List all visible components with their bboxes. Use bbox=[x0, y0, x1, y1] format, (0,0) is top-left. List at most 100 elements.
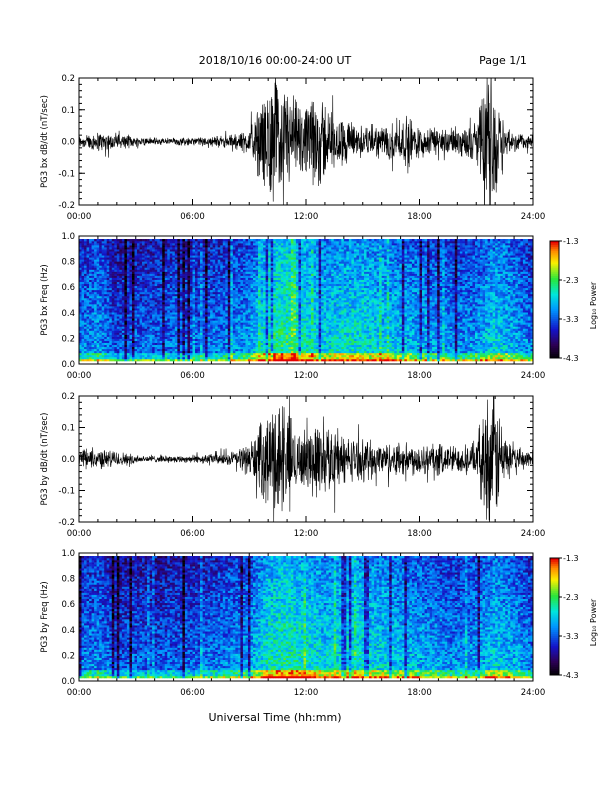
spectrogram-cell bbox=[142, 310, 145, 312]
spectrogram-cell bbox=[215, 245, 218, 247]
spectrogram-cell bbox=[137, 296, 140, 298]
spectrogram-cell bbox=[124, 333, 127, 335]
spectrogram-cell bbox=[203, 292, 206, 294]
spectrogram-cell bbox=[89, 296, 92, 298]
spectrogram-cell bbox=[180, 326, 183, 328]
spectrogram-cell bbox=[195, 300, 198, 302]
spectrogram-cell bbox=[245, 272, 248, 274]
spectrogram-cell bbox=[99, 324, 102, 326]
spectrogram-cell bbox=[122, 337, 125, 339]
spectrogram-cell bbox=[208, 324, 211, 326]
spectrogram-cell bbox=[208, 286, 211, 288]
spectrogram-cell bbox=[261, 247, 264, 249]
spectrogram-cell bbox=[84, 341, 87, 343]
spectrogram-cell bbox=[210, 337, 213, 339]
spectrogram-cell bbox=[220, 255, 223, 257]
spectrogram-cell bbox=[122, 328, 125, 330]
spectrogram-cell bbox=[102, 282, 105, 284]
spectrogram-cell bbox=[258, 304, 261, 306]
spectrogram-cell bbox=[147, 343, 150, 345]
spectrogram-cell bbox=[175, 326, 178, 328]
spectrogram-cell bbox=[155, 324, 158, 326]
spectrogram-cell bbox=[276, 263, 279, 265]
spectrogram-cell bbox=[256, 251, 259, 253]
spectrogram-cell bbox=[82, 292, 85, 294]
spectrogram-cell bbox=[203, 276, 206, 278]
spectrogram-cell bbox=[172, 351, 175, 353]
spectrogram-cell bbox=[102, 326, 105, 328]
spectrogram-cell bbox=[220, 345, 223, 347]
spectrogram-cell bbox=[195, 274, 198, 276]
spectrogram-cell bbox=[218, 284, 221, 286]
spectrogram-cell bbox=[145, 251, 148, 253]
spectrogram-cell bbox=[220, 251, 223, 253]
spectrogram-cell bbox=[147, 331, 150, 333]
spectrogram-cell bbox=[129, 290, 132, 292]
spectrogram-cell bbox=[165, 322, 168, 324]
spectrogram-cell bbox=[276, 337, 279, 339]
spectrogram-cell bbox=[87, 339, 90, 341]
spectrogram-cell bbox=[258, 331, 261, 333]
spectrogram-cell bbox=[258, 339, 261, 341]
spectrogram-cell bbox=[97, 276, 100, 278]
spectrogram-cell bbox=[238, 312, 241, 314]
spectrogram-cell bbox=[182, 294, 185, 296]
spectrogram-cell bbox=[195, 296, 198, 298]
spectrogram-cell bbox=[235, 324, 238, 326]
spectrogram-cell bbox=[200, 318, 203, 320]
spectrogram-cell bbox=[109, 300, 112, 302]
spectrogram-cell bbox=[223, 241, 226, 243]
spectrogram-cell bbox=[152, 306, 155, 308]
spectrogram-cell bbox=[243, 335, 246, 337]
spectrogram-cell bbox=[230, 357, 233, 359]
spectrogram-cell bbox=[175, 296, 178, 298]
spectrogram-cell bbox=[107, 251, 110, 253]
spectrogram-cell bbox=[134, 339, 137, 341]
spectrogram-cell bbox=[233, 335, 236, 337]
spectrogram-cell bbox=[127, 345, 130, 347]
spectrogram-cell bbox=[210, 296, 213, 298]
spectrogram-cell bbox=[109, 306, 112, 308]
spectrogram-cell bbox=[170, 335, 173, 337]
spectrogram-cell bbox=[175, 298, 178, 300]
spectrogram-cell bbox=[114, 308, 117, 310]
spectrogram-cell bbox=[150, 306, 153, 308]
spectrogram-cell bbox=[137, 272, 140, 274]
spectrogram-cell bbox=[228, 286, 231, 288]
spectrogram-cell bbox=[145, 282, 148, 284]
spectrogram-cell bbox=[210, 349, 213, 351]
spectrogram-cell bbox=[273, 333, 276, 335]
spectrogram-cell bbox=[104, 263, 107, 265]
spectrogram-cell bbox=[155, 284, 158, 286]
spectrogram-cell bbox=[102, 259, 105, 261]
spectrogram-cell bbox=[107, 257, 110, 259]
spectrogram-cell bbox=[203, 326, 206, 328]
spectrogram-cell bbox=[127, 272, 130, 274]
spectrogram-cell bbox=[240, 267, 243, 269]
spectrogram-cell bbox=[276, 320, 279, 322]
spectrogram-cell bbox=[170, 278, 173, 280]
spectrogram-cell bbox=[210, 328, 213, 330]
spectrogram-cell bbox=[256, 351, 259, 353]
spectrogram-cell bbox=[152, 318, 155, 320]
spectrogram-cell bbox=[193, 316, 196, 318]
spectrogram-cell bbox=[109, 255, 112, 257]
spectrogram-cell bbox=[137, 333, 140, 335]
spectrogram-cell bbox=[140, 312, 143, 314]
spectrogram-cell bbox=[114, 337, 117, 339]
spectrogram-cell bbox=[263, 286, 266, 288]
spectrogram-cell bbox=[190, 304, 193, 306]
spectrogram-cell bbox=[180, 349, 183, 351]
spectrogram-cell bbox=[203, 335, 206, 337]
spectrogram-cell bbox=[167, 306, 170, 308]
spectrogram-cell bbox=[175, 355, 178, 357]
spectrogram-cell bbox=[261, 290, 264, 292]
spectrogram-cell bbox=[177, 306, 180, 308]
spectrogram-cell bbox=[82, 255, 85, 257]
spectrogram-cell bbox=[200, 324, 203, 326]
spectrogram-cell bbox=[92, 263, 95, 265]
spectrogram-cell bbox=[99, 302, 102, 304]
spectrogram-cell bbox=[266, 290, 269, 292]
spectrogram-cell bbox=[82, 245, 85, 247]
spectrogram-cell bbox=[182, 306, 185, 308]
